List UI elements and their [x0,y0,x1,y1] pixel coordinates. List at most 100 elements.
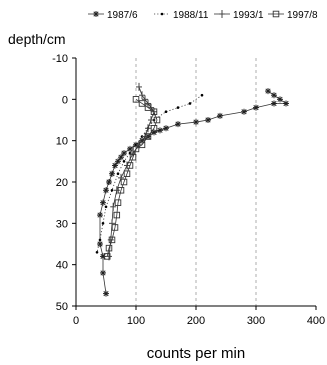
series-3 [103,96,161,260]
data-point-0-21 [112,162,118,169]
data-point-1-13 [101,222,105,225]
data-point-1-2 [176,106,180,109]
data-point-0-25 [100,199,106,206]
data-point-3-8 [132,145,140,153]
data-point-0-0 [265,88,271,95]
data-point-2-7 [145,124,151,133]
data-point-0-30 [103,290,109,297]
data-point-0-10 [175,121,181,128]
data-point-3-9 [129,153,137,161]
data-point-0-19 [118,154,124,161]
series-0 [97,88,289,297]
data-point-2-14 [110,202,117,211]
data-point-0-17 [127,145,133,152]
legend-entry-1: 1988/11 [154,10,209,21]
y-tick-label-10: 10 [56,136,68,148]
legend-entry-3: 1997/8 [268,10,318,21]
data-point-0-12 [157,127,163,134]
x-tick-label-300: 300 [247,315,265,327]
legend-marker-0 [93,11,99,17]
data-point-1-14 [98,238,102,242]
legend-marker-3 [272,10,280,18]
x-tick-label-0: 0 [73,315,79,327]
data-point-0-22 [109,170,115,177]
data-point-0-11 [163,125,169,132]
data-point-0-3 [283,100,289,107]
legend-marker-2 [219,10,225,18]
y-tick-label-0: 0 [62,94,68,106]
data-point-0-8 [205,117,211,123]
legend-label-3: 1997/8 [287,10,318,21]
legend-entry-2: 1993/1 [214,10,264,21]
data-point-0-9 [193,119,199,126]
data-point-3-7 [138,141,146,149]
series-line-3 [106,99,158,257]
series-line-0 [99,90,288,294]
data-point-0-6 [241,108,247,115]
data-point-0-27 [97,241,103,247]
y-tick-label-20: 20 [56,177,68,189]
data-point-1-9 [122,160,126,163]
data-point-0-29 [100,269,106,276]
data-point-3-1 [138,100,146,107]
y-tick-label-50: 50 [56,301,68,313]
data-point-3-4 [153,116,161,124]
data-point-3-13 [117,187,125,194]
y-axis-label: depth/cm [8,31,66,47]
data-point-3-6 [144,133,152,140]
data-point-0-13 [151,129,157,136]
series-line-2 [108,86,155,257]
data-point-3-12 [120,178,128,186]
data-point-3-3 [150,108,158,115]
legend-label-0: 1987/6 [107,10,138,21]
data-point-0-23 [106,179,112,185]
data-point-2-0 [136,82,142,91]
data-point-3-19 [103,253,111,260]
data-point-1-1 [188,102,192,105]
data-point-2-3 [145,99,151,108]
data-point-1-12 [104,205,108,209]
data-point-3-2 [144,104,152,111]
data-point-2-6 [148,116,154,124]
x-tick-label-200: 200 [187,315,205,327]
data-point-3-17 [108,236,116,244]
data-point-3-14 [114,199,122,206]
legend: 1987/6 1988/11 1993/1 1997/8 [88,10,318,21]
legend-label-1: 1988/11 [173,10,209,21]
data-point-0-20 [115,158,121,165]
series-layer [95,82,289,297]
data-point-1-3 [164,110,168,114]
data-point-0-4 [271,100,277,107]
data-point-2-13 [113,186,120,195]
data-point-1-11 [110,188,114,192]
gridlines [135,58,257,306]
data-point-3-15 [113,211,121,219]
data-point-2-1 [139,91,145,100]
y-tick-label--10: -10 [52,53,68,65]
data-point-3-0 [132,96,140,103]
data-point-3-18 [105,244,113,252]
data-point-0-5 [253,104,259,111]
data-point-0-7 [217,112,223,119]
legend-marker-1 [160,12,164,16]
data-point-1-10 [116,172,120,176]
data-point-3-16 [111,224,119,231]
data-point-0-28 [100,253,106,260]
y-tick-label-40: 40 [56,260,68,272]
data-point-1-0 [200,93,204,97]
data-point-0-26 [97,212,103,219]
data-point-3-11 [123,170,131,177]
data-point-0-18 [121,150,127,157]
data-point-0-1 [271,92,277,99]
data-point-3-5 [150,125,158,132]
data-point-0-2 [277,96,283,103]
x-axis-label: counts per min [147,345,245,362]
x-tick-label-400: 400 [307,315,325,327]
data-point-1-15 [95,250,99,254]
x-tick-label-100: 100 [127,315,145,327]
data-point-0-24 [103,187,109,194]
data-point-3-10 [126,162,134,169]
legend-label-2: 1993/1 [233,10,264,21]
y-tick-label-30: 30 [56,218,68,230]
